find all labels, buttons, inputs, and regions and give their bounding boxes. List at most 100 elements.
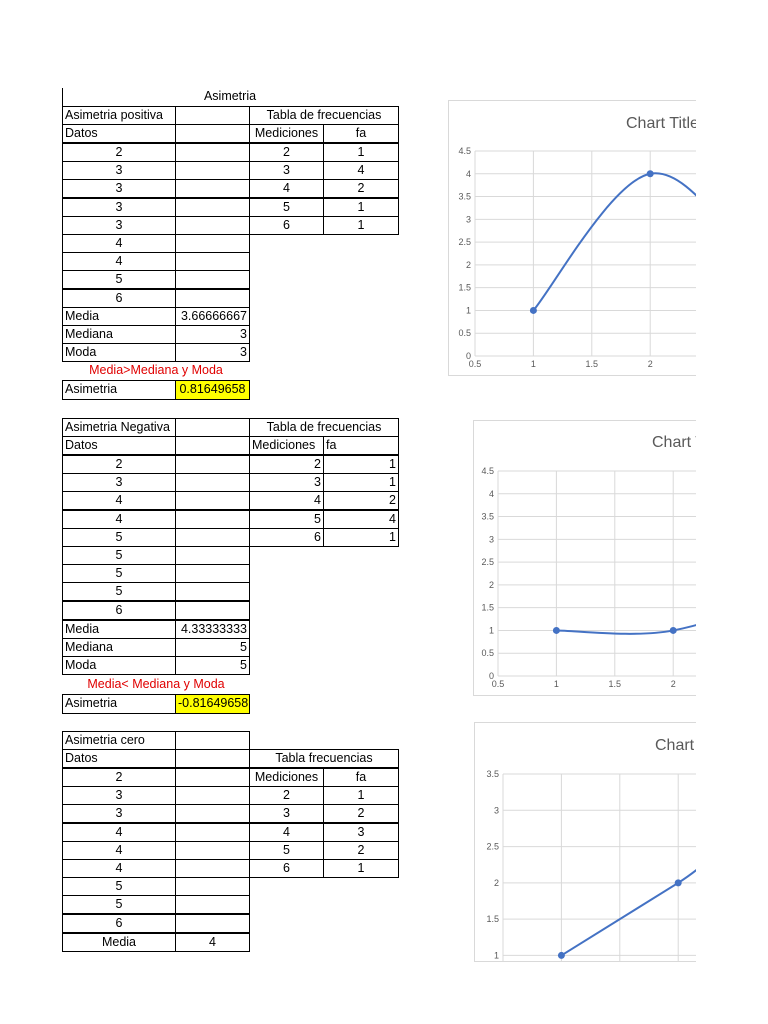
mediciones-label[interactable]: Mediciones [249,124,324,143]
datos-cell[interactable]: 6 [62,601,176,620]
empty-cell[interactable] [175,270,250,289]
empty-cell[interactable] [175,895,250,914]
mediana-value[interactable]: 3 [175,325,250,344]
section-title[interactable]: Asimetria positiva [62,106,176,125]
fa-cell[interactable]: 2 [323,841,399,860]
empty-cell[interactable] [175,436,250,455]
datos-cell[interactable]: 5 [62,564,176,583]
asimetria-label[interactable]: Asimetria [62,380,176,400]
media-label[interactable]: Media [62,620,176,639]
asimetria-label[interactable]: Asimetria [62,694,176,714]
mediciones-cell[interactable]: 2 [249,455,324,474]
datos-cell[interactable]: 5 [62,895,176,914]
chart-asimetria-cero[interactable]: Chart0.511.522.533.5 [474,722,714,962]
moda-value[interactable]: 3 [175,343,250,362]
empty-cell[interactable] [175,804,250,823]
mediciones-cell[interactable]: 3 [249,473,324,492]
mediciones-label[interactable]: Mediciones [249,436,324,455]
empty-cell[interactable] [175,510,250,529]
datos-cell[interactable]: 4 [62,841,176,860]
empty-cell[interactable] [175,768,250,787]
empty-cell[interactable] [175,582,250,601]
empty-cell[interactable] [175,455,250,474]
comparison-note[interactable]: Media>Mediana y Moda [89,363,223,377]
empty-cell[interactable] [175,786,250,805]
datos-cell[interactable]: 4 [62,491,176,510]
datos-label[interactable]: Datos [62,749,176,768]
datos-cell[interactable]: 3 [62,198,176,217]
fa-cell[interactable]: 1 [323,455,399,474]
comparison-note[interactable]: Media< Mediana y Moda [87,677,225,691]
empty-cell[interactable] [175,564,250,583]
datos-cell[interactable]: 3 [62,179,176,198]
empty-cell[interactable] [175,143,250,162]
section-title[interactable]: Asimetria Negativa [62,418,176,437]
mediciones-cell[interactable]: 5 [249,841,324,860]
datos-cell[interactable]: 5 [62,582,176,601]
fa-cell[interactable]: 3 [323,823,399,842]
empty-cell[interactable] [175,124,250,143]
mediciones-cell[interactable]: 3 [249,161,324,180]
fa-cell[interactable]: 1 [323,528,399,547]
mediana-value[interactable]: 5 [175,638,250,657]
fa-cell[interactable]: 2 [323,804,399,823]
fa-cell[interactable]: 1 [323,859,399,878]
empty-cell[interactable] [175,179,250,198]
media-value[interactable]: 4.33333333 [175,620,250,639]
empty-cell[interactable] [175,528,250,547]
datos-cell[interactable]: 5 [62,877,176,896]
moda-label[interactable]: Moda [62,343,176,362]
chart-asimetria-positiva[interactable]: Chart Title00.511.522.533.544.50.511.522… [448,100,708,376]
empty-cell[interactable] [175,491,250,510]
mediciones-cell[interactable]: 4 [249,823,324,842]
datos-cell[interactable]: 5 [62,546,176,565]
empty-cell[interactable] [175,877,250,896]
empty-cell[interactable] [175,198,250,217]
empty-cell[interactable] [175,473,250,492]
mediciones-cell[interactable]: 5 [249,510,324,529]
empty-cell[interactable] [175,914,250,933]
datos-cell[interactable]: 3 [62,216,176,235]
fa-cell[interactable]: 1 [323,473,399,492]
empty-cell[interactable] [175,749,250,768]
mediciones-cell[interactable]: 5 [249,198,324,217]
datos-cell[interactable]: 4 [62,234,176,253]
datos-cell[interactable]: 3 [62,804,176,823]
datos-cell[interactable]: 4 [62,510,176,529]
asimetria-value[interactable]: -0.81649658 [175,694,250,714]
fa-cell[interactable]: 2 [323,491,399,510]
fa-label[interactable]: fa [323,124,399,143]
mediana-label[interactable]: Mediana [62,638,176,657]
datos-cell[interactable]: 5 [62,270,176,289]
freq-table-title[interactable]: Tabla de frecuencias [249,106,399,125]
fa-cell[interactable]: 2 [323,179,399,198]
empty-cell[interactable] [175,601,250,620]
empty-cell[interactable] [175,161,250,180]
mediciones-cell[interactable]: 4 [249,491,324,510]
datos-cell[interactable]: 2 [62,143,176,162]
datos-cell[interactable]: 5 [62,528,176,547]
mediciones-cell[interactable]: 6 [249,859,324,878]
empty-cell[interactable] [175,252,250,271]
datos-cell[interactable]: 6 [62,914,176,933]
media-value[interactable]: 3.66666667 [175,307,250,326]
empty-cell[interactable] [175,106,250,125]
empty-cell[interactable] [175,823,250,842]
fa-cell[interactable]: 1 [323,786,399,805]
fa-label[interactable]: fa [323,768,399,787]
mediana-label[interactable]: Mediana [62,325,176,344]
fa-cell[interactable]: 1 [323,216,399,235]
moda-value[interactable]: 5 [175,656,250,675]
empty-cell[interactable] [175,234,250,253]
datos-cell[interactable]: 4 [62,252,176,271]
mediciones-cell[interactable]: 3 [249,804,324,823]
datos-label[interactable]: Datos [62,436,176,455]
datos-cell[interactable]: 2 [62,768,176,787]
chart-asimetria-negativa[interactable]: Chart T00.511.522.533.544.50.511.522.53 [473,420,713,696]
datos-cell[interactable]: 4 [62,859,176,878]
empty-cell[interactable] [175,546,250,565]
asimetria-value[interactable]: 0.81649658 [175,380,250,400]
section-title[interactable]: Asimetria cero [62,731,176,750]
empty-cell[interactable] [175,289,250,308]
datos-label[interactable]: Datos [62,124,176,143]
